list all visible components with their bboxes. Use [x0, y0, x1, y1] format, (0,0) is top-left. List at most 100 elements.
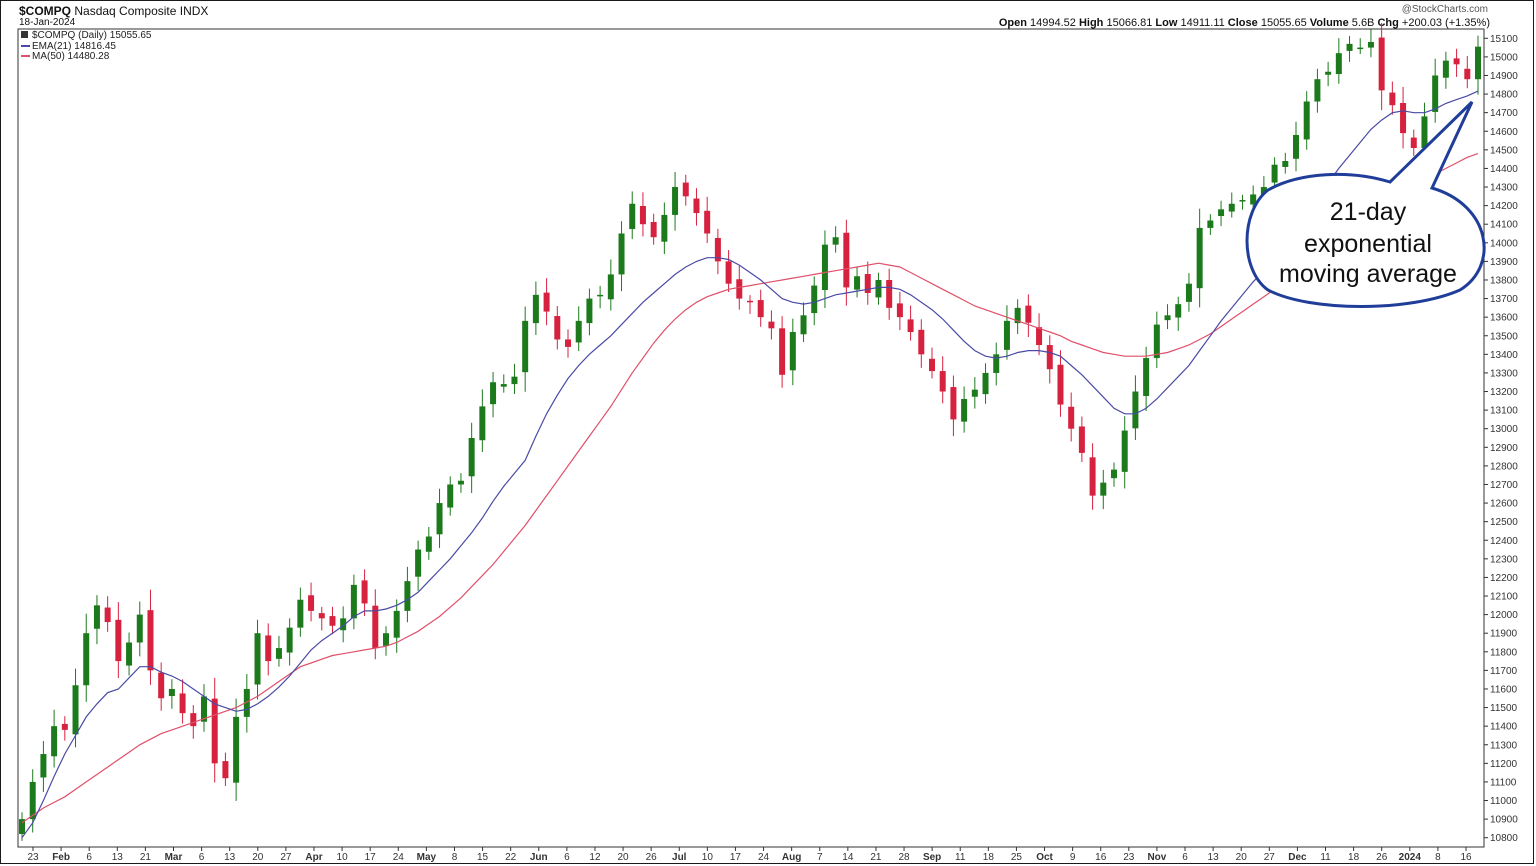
- candle-body: [1378, 37, 1385, 91]
- y-tick-label: 12500: [1490, 517, 1518, 528]
- y-tick-label: 12000: [1490, 610, 1518, 621]
- x-tick-label: 20: [1236, 852, 1248, 863]
- x-tick-label: 16: [1095, 852, 1107, 863]
- y-tick-label: 13300: [1490, 368, 1518, 379]
- y-tick-label: 13100: [1490, 406, 1518, 417]
- x-tick-label: 10: [702, 852, 714, 863]
- low-value: 14911.11: [1180, 17, 1225, 29]
- candle-body: [1346, 43, 1353, 51]
- candle-body: [800, 315, 807, 335]
- candle-body: [1475, 46, 1481, 80]
- y-tick-label: 14600: [1490, 127, 1518, 138]
- x-tick-label: 23: [1123, 852, 1135, 863]
- y-tick-label: 12900: [1490, 443, 1518, 454]
- y-tick-label: 11200: [1490, 759, 1518, 770]
- y-tick-label: 12600: [1490, 499, 1518, 510]
- y-tick-label: 12700: [1490, 480, 1518, 491]
- y-tick-label: 12100: [1490, 592, 1518, 603]
- candle-body: [1357, 47, 1364, 50]
- candle-body: [500, 384, 507, 387]
- x-tick-label: 13: [112, 852, 124, 863]
- y-tick-label: 14400: [1490, 164, 1518, 175]
- y-tick-label: 11500: [1490, 703, 1518, 714]
- x-tick-label: 26: [1376, 852, 1388, 863]
- y-tick-label: 12200: [1490, 573, 1518, 584]
- candle-body: [907, 319, 914, 333]
- candle-body: [682, 182, 689, 197]
- candle-body: [950, 387, 957, 420]
- candle-body: [1068, 406, 1075, 429]
- y-tick-label: 13600: [1490, 313, 1518, 324]
- candle-body: [1014, 307, 1021, 324]
- x-tick-label: 25: [1011, 852, 1023, 863]
- candle-body: [821, 244, 828, 291]
- x-tick-label: 18: [983, 852, 995, 863]
- candle-body: [832, 237, 839, 245]
- index-name: Nasdaq Composite INDX: [74, 4, 209, 18]
- candle-body: [1239, 200, 1246, 202]
- candle-body: [607, 274, 614, 300]
- x-tick-label: Nov: [1147, 852, 1166, 863]
- candle-body: [586, 298, 593, 324]
- y-tick-label: 14000: [1490, 238, 1518, 249]
- x-tick-label: Apr: [305, 852, 322, 863]
- candle-body: [393, 610, 400, 638]
- y-tick-label: 14300: [1490, 183, 1518, 194]
- candle-body: [982, 372, 989, 395]
- candle-body: [993, 354, 1000, 373]
- y-tick-label: 11800: [1490, 647, 1518, 658]
- y-tick-label: 11900: [1490, 629, 1518, 640]
- candle-body: [1025, 305, 1032, 323]
- candle-body: [1046, 345, 1053, 370]
- candle-body: [19, 819, 25, 834]
- y-tick-label: 13500: [1490, 331, 1518, 342]
- candle-body: [650, 221, 657, 238]
- candle-body: [361, 580, 368, 604]
- candle-body: [1367, 42, 1374, 48]
- candle-body: [779, 328, 786, 375]
- candle-body: [1325, 71, 1332, 75]
- candle-body: [575, 320, 582, 343]
- candle-body: [1410, 137, 1417, 148]
- x-tick-label: 24: [393, 852, 405, 863]
- candle-body: [896, 303, 903, 318]
- quote-bar: Open 14994.52 High 15066.81 Low 14911.11…: [998, 17, 1490, 29]
- candle-body: [1400, 102, 1407, 134]
- candle-body: [126, 642, 133, 666]
- candle-body: [72, 685, 79, 735]
- candle-body: [1185, 283, 1192, 302]
- y-tick-label: 15000: [1490, 52, 1518, 63]
- candle-body: [425, 536, 432, 552]
- candle-body: [939, 371, 946, 392]
- x-tick-label: 10: [337, 852, 349, 863]
- ma50-line: [21, 153, 1479, 824]
- y-tick-label: 14200: [1490, 201, 1518, 212]
- candle-body: [725, 261, 732, 284]
- candle-body: [714, 237, 721, 262]
- x-tick-label: 11: [1320, 852, 1331, 863]
- x-tick-label: 8: [1435, 852, 1441, 863]
- candle-body: [1293, 134, 1299, 159]
- x-tick-label: Feb: [52, 852, 70, 863]
- x-tick-label: Sep: [923, 852, 941, 863]
- candle-body: [329, 616, 336, 626]
- x-tick-label: 6: [199, 852, 205, 863]
- callout-line-3: moving average: [1279, 260, 1457, 288]
- x-tick-label: 13: [224, 852, 236, 863]
- x-tick-label: Jun: [530, 852, 548, 863]
- y-tick-label: 13400: [1490, 350, 1518, 361]
- candle-body: [211, 698, 218, 764]
- candle-body: [618, 233, 625, 275]
- y-tick-label: 12800: [1490, 461, 1518, 472]
- candle-body: [83, 633, 90, 686]
- candle-body: [1453, 58, 1460, 65]
- candle-body: [190, 713, 197, 727]
- candle-body: [1218, 209, 1225, 217]
- y-tick-label: 11400: [1490, 722, 1518, 733]
- candle-body: [1003, 320, 1010, 350]
- x-axis: 23 Feb 6 13 21 Mar 6 13 20 27 Apr 10 17 24 May 8 15 22 Jun…: [27, 847, 1472, 863]
- y-tick-label: 13800: [1490, 275, 1518, 286]
- chart-date: 18-Jan-2024: [19, 17, 76, 28]
- candle-body: [929, 358, 935, 372]
- candle-body: [543, 292, 550, 312]
